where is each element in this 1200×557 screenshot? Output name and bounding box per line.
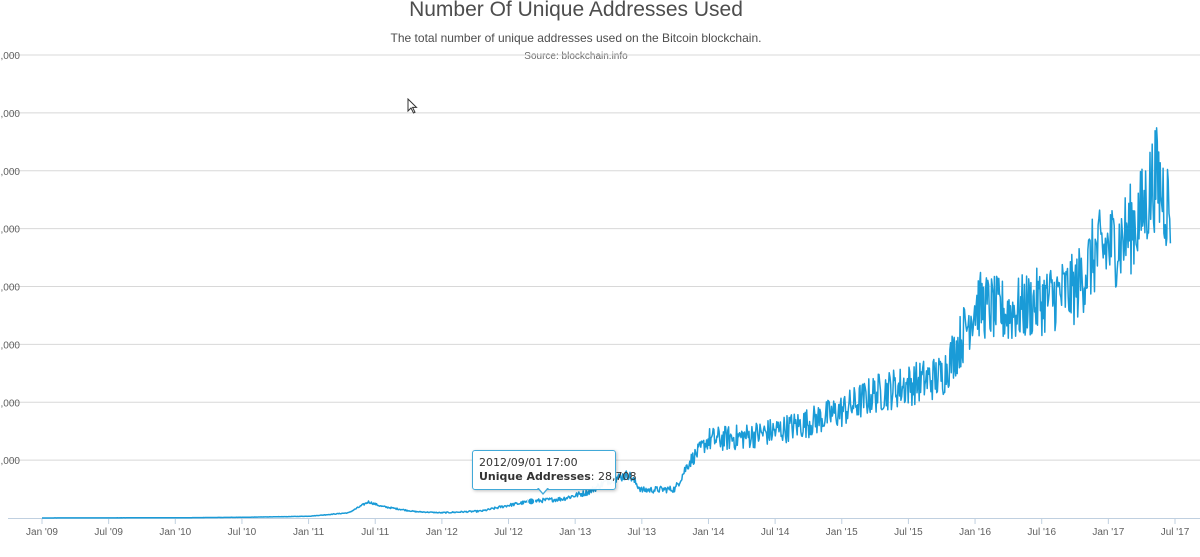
- y-tick-label: ,000: [1, 340, 21, 351]
- grid-lines: [8, 54, 1200, 461]
- y-tick-label: ,000: [1, 109, 21, 120]
- y-tick-label: ,000: [1, 167, 21, 178]
- x-tick-label: Jan '09: [26, 527, 58, 538]
- x-tick-label: Jul '13: [628, 527, 657, 538]
- x-tick-label: Jul '15: [894, 527, 923, 538]
- x-tick-label: Jan '12: [426, 527, 458, 538]
- y-tick-label: ,000: [1, 283, 21, 294]
- x-tick-label: Jan '14: [693, 527, 725, 538]
- x-tick-label: Jul '17: [1161, 527, 1190, 538]
- x-tick-label: Jan '13: [559, 527, 591, 538]
- y-axis: ,000 ,000 ,000 ,000 ,000 ,000 ,000 ,000: [1, 51, 21, 467]
- tooltip-label: Unique Addresses: [479, 470, 591, 483]
- x-tick-label: Jul '16: [1027, 527, 1056, 538]
- x-tick-label: Jan '15: [826, 527, 858, 538]
- y-tick-label: ,000: [1, 456, 21, 467]
- y-tick-label: ,000: [1, 398, 21, 409]
- chart-title: Number Of Unique Addresses Used: [409, 0, 743, 21]
- y-tick-label: ,000: [1, 51, 21, 62]
- x-tick-label: Jan '16: [959, 527, 991, 538]
- hover-point: [527, 497, 536, 506]
- x-tick-label: Jul '14: [761, 527, 790, 538]
- x-tick-label: Jul '12: [494, 527, 523, 538]
- chart-source: Source: blockchain.info: [524, 51, 628, 62]
- chart-subtitle: The total number of unique addresses use…: [390, 31, 762, 45]
- x-tick-label: Jul '11: [361, 527, 389, 538]
- x-tick-label: Jan '10: [159, 527, 191, 538]
- tooltip-arrow-inner: [538, 487, 548, 493]
- x-axis: Jan '09 Jul '09 Jan '10 Jul '10 Jan '11 Jul '…: [8, 518, 1200, 538]
- hover-marker: [527, 497, 536, 506]
- x-tick-label: Jan '11: [293, 527, 325, 538]
- x-tick-label: Jul '10: [228, 527, 257, 538]
- tooltip: 2012/09/01 17:00 Unique Addresses: 28,70…: [472, 450, 636, 495]
- x-tick-label: Jul '09: [94, 527, 123, 538]
- mouse-cursor-icon: [407, 98, 418, 114]
- tooltip-row: Unique Addresses: 28,708: [479, 470, 637, 483]
- x-tick-label: Jan '17: [1092, 527, 1124, 538]
- tooltip-value: 28,708: [597, 470, 637, 483]
- tooltip-time: 2012/09/01 17:00: [479, 456, 578, 469]
- y-tick-label: ,000: [1, 225, 21, 236]
